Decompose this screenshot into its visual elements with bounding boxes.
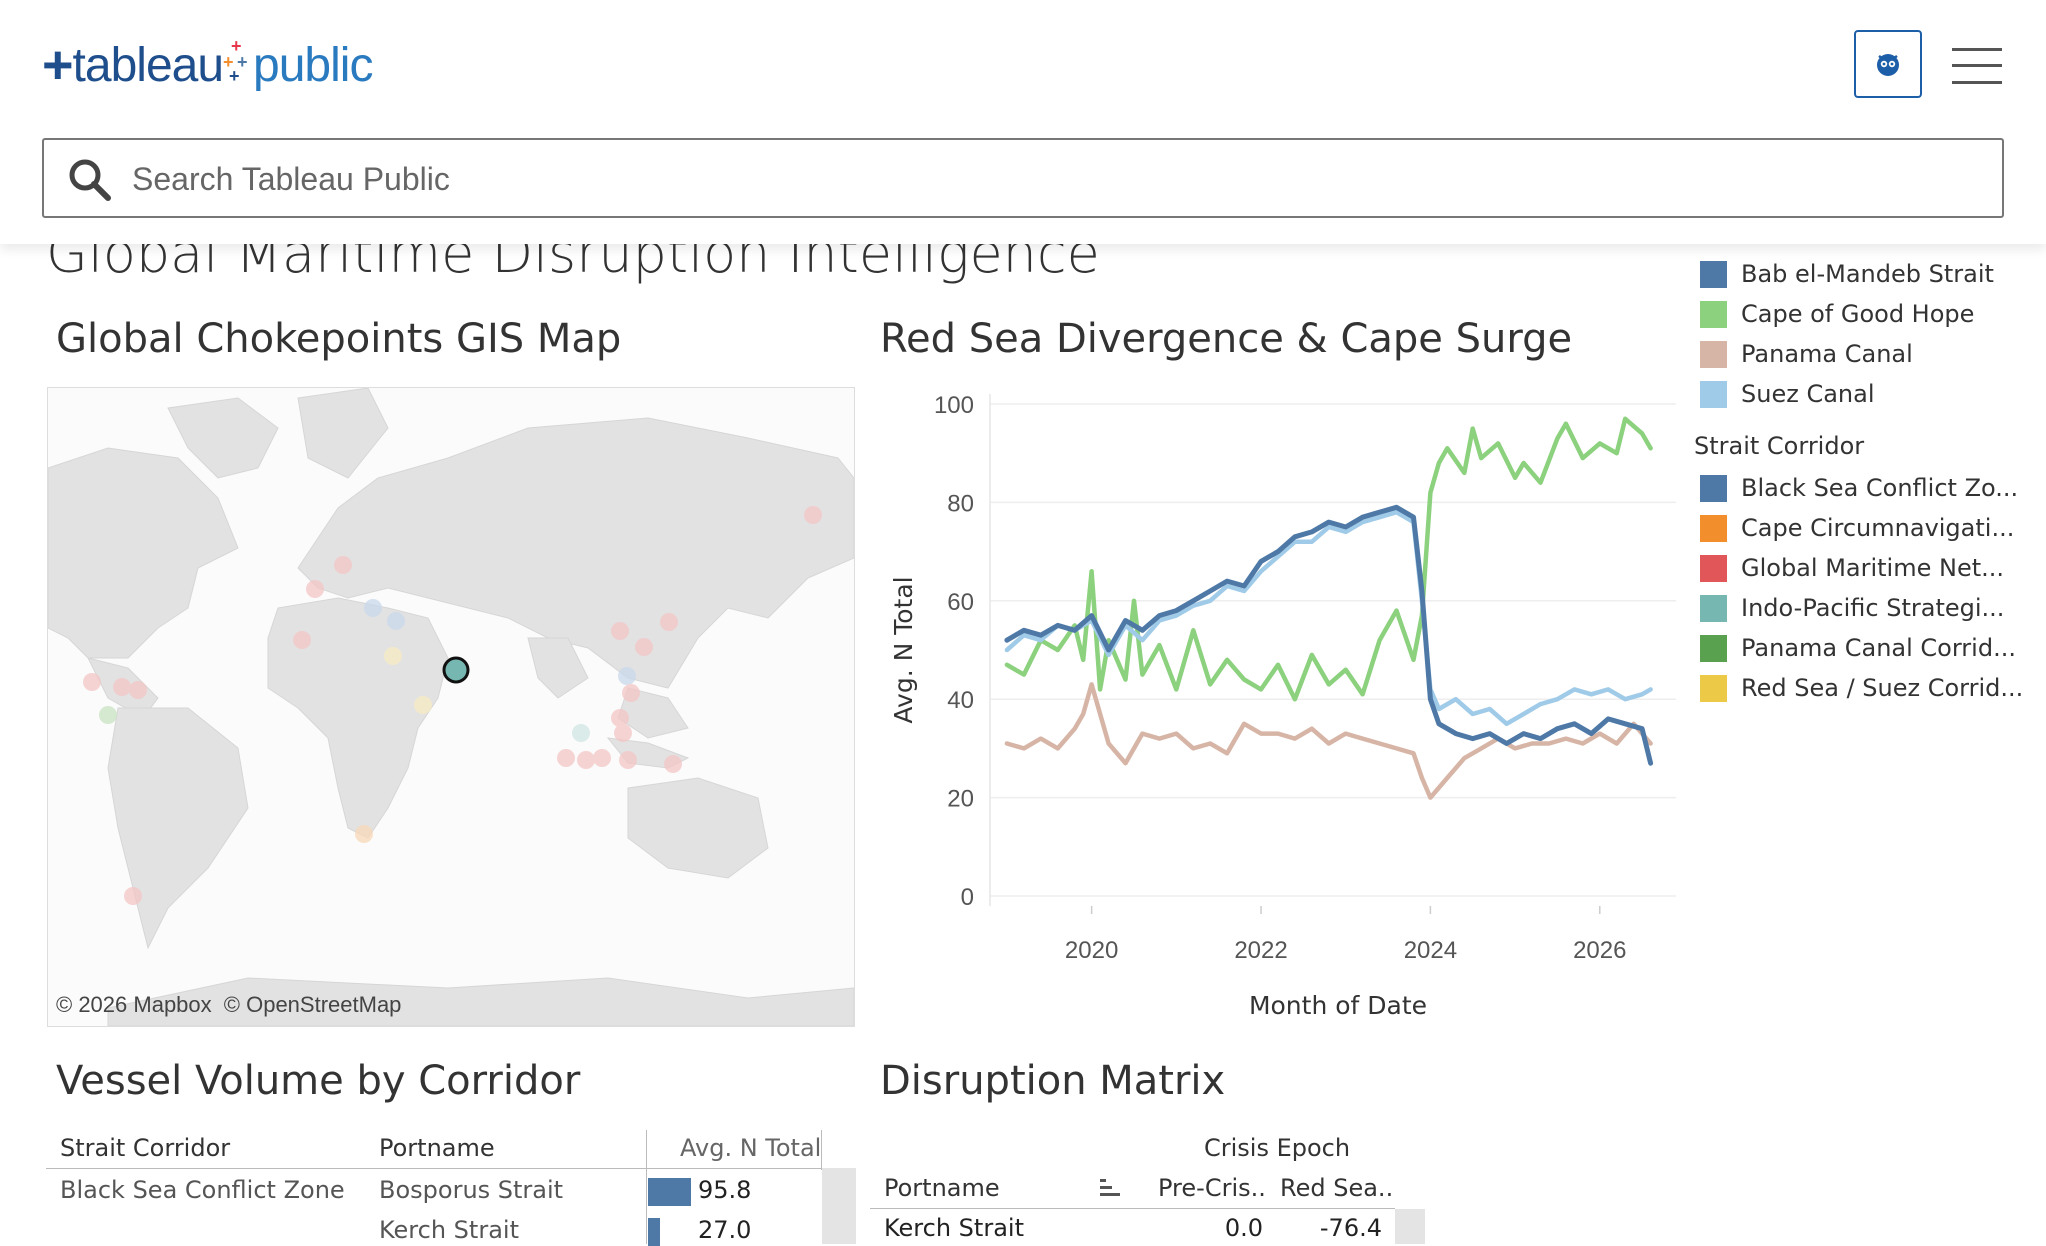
series-line-cape-of-good-hope[interactable] bbox=[1004, 416, 1653, 702]
legend-label: Black Sea Conflict Zo... bbox=[1741, 474, 2019, 502]
chokepoints-map[interactable]: © 2026 Mapbox © OpenStreetMap bbox=[47, 387, 855, 1027]
site-header: + tableau + + + + public bbox=[0, 0, 2046, 244]
legend-label: Global Maritime Net... bbox=[1741, 554, 2005, 582]
value-bar[interactable] bbox=[648, 1178, 692, 1206]
col-header-portname[interactable]: Portname bbox=[884, 1174, 1000, 1202]
corridor-legend-item[interactable]: Indo-Pacific Strategi... bbox=[1700, 593, 2004, 623]
value-bar[interactable] bbox=[648, 1218, 661, 1246]
series-line-bab-el-mandeb-strait[interactable] bbox=[1004, 504, 1654, 766]
crisis-epoch-header: Crisis Epoch bbox=[1204, 1134, 1351, 1162]
y-tick-label: 40 bbox=[947, 687, 974, 714]
legend-swatch bbox=[1700, 554, 1727, 582]
col-header-red-sea[interactable]: Red Sea.. bbox=[1280, 1174, 1394, 1202]
line-chart-title: Red Sea Divergence & Cape Surge bbox=[880, 316, 1573, 362]
matrix-portname-cell: Kerch Strait bbox=[884, 1214, 1024, 1242]
legend-swatch bbox=[1700, 340, 1727, 368]
corridor-legend-item[interactable]: Cape Circumnavigati... bbox=[1700, 513, 2014, 543]
legend-swatch bbox=[1700, 474, 1727, 502]
y-tick-label: 80 bbox=[947, 490, 974, 517]
menu-icon[interactable] bbox=[1952, 48, 2002, 84]
search-icon bbox=[69, 159, 111, 201]
corridor-legend-item[interactable]: Panama Canal Corrid... bbox=[1700, 633, 2016, 663]
col-header-portname[interactable]: Portname bbox=[379, 1134, 495, 1162]
col-header-corridor[interactable]: Strait Corridor bbox=[60, 1134, 231, 1162]
table-scrollbar[interactable] bbox=[822, 1168, 856, 1244]
corridor-legend-item[interactable]: Red Sea / Suez Corrid... bbox=[1700, 673, 2023, 703]
mapbox-attribution-link[interactable]: © 2026 Mapbox bbox=[56, 992, 212, 1017]
legend-label: Red Sea / Suez Corrid... bbox=[1741, 674, 2024, 702]
y-tick-label: 0 bbox=[961, 884, 974, 911]
portname-legend-item[interactable]: Panama Canal bbox=[1700, 339, 1913, 369]
value-label: 27.0 bbox=[698, 1216, 752, 1244]
x-tick-label: 2024 bbox=[1404, 937, 1457, 964]
corridor-legend-item[interactable]: Global Maritime Net... bbox=[1700, 553, 2004, 583]
corridor-legend-title: Strait Corridor bbox=[1694, 432, 1865, 460]
portname-cell: Kerch Strait bbox=[379, 1216, 519, 1244]
disruption-matrix: Crisis Epoch Portname Pre-Cris.. Red Sea… bbox=[870, 1130, 1430, 1244]
corridor-legend-item[interactable]: Black Sea Conflict Zo... bbox=[1700, 473, 2018, 503]
x-tick-label: 2026 bbox=[1573, 937, 1626, 964]
matrix-red-sea-cell: -76.4 bbox=[1319, 1214, 1382, 1242]
search-input[interactable] bbox=[130, 152, 1974, 206]
selected-chokepoint-marker[interactable] bbox=[442, 656, 470, 684]
tableau-public-logo[interactable]: + tableau + + + + public bbox=[42, 35, 373, 95]
legend-swatch bbox=[1700, 300, 1727, 328]
y-tick-label: 60 bbox=[947, 589, 974, 616]
legend-swatch bbox=[1700, 514, 1727, 542]
map-title: Global Chokepoints GIS Map bbox=[56, 316, 622, 362]
legend-label: Bab el-Mandeb Strait bbox=[1741, 260, 1994, 288]
y-tick-label: 100 bbox=[934, 392, 974, 419]
legend-label: Cape Circumnavigati... bbox=[1741, 514, 2015, 542]
matrix-scrollbar[interactable] bbox=[1395, 1209, 1425, 1244]
user-icon bbox=[1877, 54, 1899, 76]
corridor-cell: Black Sea Conflict Zone bbox=[60, 1176, 345, 1204]
legend-swatch bbox=[1700, 674, 1727, 702]
line-chart[interactable]: 0 20 40 60 80 100 2020 2022 2024 2026 Month of Dat… bbox=[880, 380, 1690, 1030]
portname-legend-item[interactable]: Suez Canal bbox=[1700, 379, 1875, 409]
x-tick-label: 2020 bbox=[1065, 937, 1118, 964]
col-header-pre-crisis[interactable]: Pre-Cris.. bbox=[1158, 1174, 1266, 1202]
legend-swatch bbox=[1700, 634, 1727, 662]
portname-cell: Bosporus Strait bbox=[379, 1176, 564, 1204]
legend-label: Suez Canal bbox=[1741, 380, 1875, 408]
x-axis-label: Month of Date bbox=[1249, 991, 1427, 1020]
sparkle-icon: + + + + bbox=[223, 36, 247, 86]
world-map-canvas bbox=[48, 388, 854, 1026]
x-tick-label: 2022 bbox=[1234, 937, 1287, 964]
legend-swatch bbox=[1700, 380, 1727, 408]
legend-swatch bbox=[1700, 260, 1727, 288]
sort-icon[interactable] bbox=[1098, 1176, 1122, 1200]
portname-legend-item[interactable]: Cape of Good Hope bbox=[1700, 299, 1974, 329]
search-bar[interactable] bbox=[42, 138, 2004, 218]
legend-label: Panama Canal bbox=[1741, 340, 1913, 368]
osm-attribution-link[interactable]: © OpenStreetMap bbox=[223, 992, 402, 1017]
portname-legend-item[interactable]: Bab el-Mandeb Strait bbox=[1700, 259, 1994, 289]
series-line-suez-canal[interactable] bbox=[1004, 509, 1653, 727]
map-attribution: © 2026 Mapbox © OpenStreetMap bbox=[56, 992, 401, 1018]
legend-label: Panama Canal Corrid... bbox=[1741, 634, 2016, 662]
vessel-volume-table: Strait Corridor Portname Avg. N Total Bl… bbox=[46, 1130, 856, 1246]
legend-label: Cape of Good Hope bbox=[1741, 300, 1975, 328]
y-axis-label: Avg. N Total bbox=[889, 576, 918, 723]
user-account-button[interactable] bbox=[1854, 30, 1922, 98]
value-label: 95.8 bbox=[698, 1176, 752, 1204]
vessel-table-title: Vessel Volume by Corridor bbox=[56, 1058, 581, 1104]
col-header-avg-n-total[interactable]: Avg. N Total bbox=[680, 1134, 822, 1162]
matrix-title: Disruption Matrix bbox=[880, 1058, 1226, 1104]
legend-swatch bbox=[1700, 594, 1727, 622]
legend-label: Indo-Pacific Strategi... bbox=[1741, 594, 2005, 622]
matrix-pre-crisis-cell: 0.0 bbox=[1224, 1214, 1263, 1242]
series-line-panama-canal[interactable] bbox=[1004, 682, 1653, 800]
y-tick-label: 20 bbox=[947, 786, 974, 813]
